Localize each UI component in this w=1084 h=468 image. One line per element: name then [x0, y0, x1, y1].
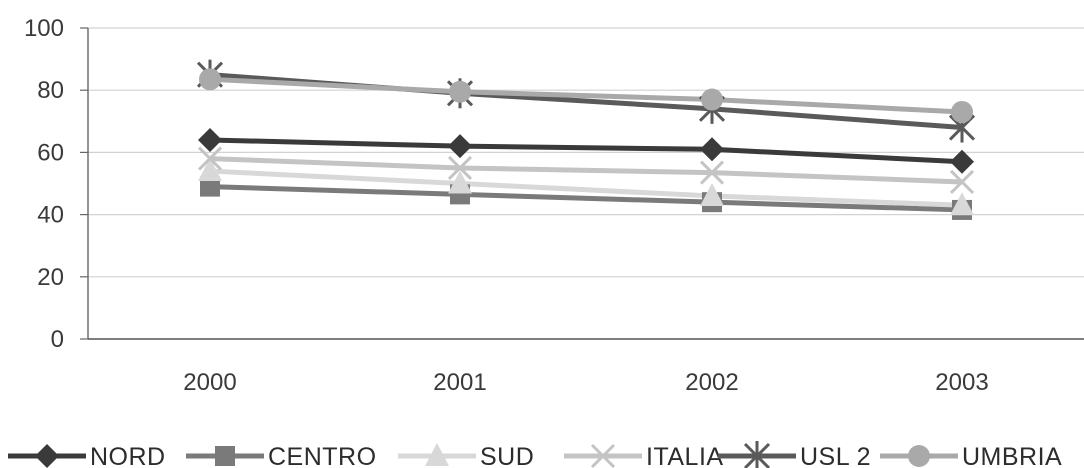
data-point-italia — [699, 160, 725, 185]
legend-label: SUD — [480, 443, 534, 468]
series-line-centro — [209, 184, 963, 213]
y-tick-label: 80 — [37, 77, 64, 104]
legend-item: UMBRIA — [880, 443, 1062, 468]
series-markers — [196, 59, 976, 220]
data-point-umbria — [701, 88, 723, 111]
legend-marker — [215, 446, 235, 466]
x-tick-label: 2000 — [183, 369, 236, 396]
data-point-nord — [700, 137, 724, 162]
data-point-sud — [700, 182, 724, 206]
legend-item: ITALIA — [564, 443, 724, 468]
y-tick-label: 60 — [37, 139, 64, 166]
legend-item: USL 2 — [718, 441, 871, 468]
data-point-umbria — [449, 80, 471, 103]
series-line-sud — [209, 168, 963, 208]
series-lines — [209, 72, 963, 213]
data-point-italia — [949, 169, 975, 195]
y-tick-label: 100 — [24, 15, 64, 42]
data-point-umbria — [951, 100, 973, 123]
x-axis: 2000 2001 2002 2003 — [88, 338, 1084, 396]
data-point-sud — [198, 158, 222, 182]
data-point-nord — [198, 127, 222, 152]
legend-label: CENTRO — [268, 443, 377, 468]
y-axis: 0 20 40 60 80 100 — [24, 15, 89, 353]
series-line-italia — [209, 156, 963, 185]
legend: NORD CENTRO SUD ITALIA USL 2 UMBRIA — [8, 441, 1062, 468]
legend-label: NORD — [90, 443, 166, 468]
data-point-centro — [200, 176, 220, 197]
data-point-nord — [950, 149, 974, 174]
legend-marker — [908, 445, 930, 467]
x-tick-label: 2001 — [433, 369, 486, 396]
series-line-umbria — [209, 76, 963, 115]
data-point-nord — [448, 134, 472, 159]
y-tick-label: 20 — [37, 264, 64, 291]
x-tick-label: 2002 — [685, 369, 738, 396]
legend-item: NORD — [8, 443, 166, 468]
series-line-nord — [209, 137, 963, 165]
legend-label: USL 2 — [800, 443, 871, 468]
data-point-italia — [197, 146, 223, 171]
legend-marker — [743, 441, 771, 468]
legend-marker — [425, 443, 449, 466]
data-point-italia — [447, 155, 473, 181]
legend-marker — [590, 443, 616, 468]
legend-label: ITALIA — [646, 443, 724, 468]
data-point-sud — [448, 170, 472, 194]
legend-item: CENTRO — [186, 443, 377, 468]
y-tick-label: 40 — [37, 202, 64, 229]
legend-marker — [35, 444, 59, 468]
x-tick-label: 2003 — [935, 369, 988, 396]
data-point-sud — [950, 192, 974, 216]
y-tick-label: 0 — [51, 326, 64, 353]
data-point-umbria — [199, 68, 221, 91]
legend-item: SUD — [398, 443, 534, 468]
gridlines — [88, 27, 1084, 278]
legend-label: UMBRIA — [962, 443, 1062, 468]
